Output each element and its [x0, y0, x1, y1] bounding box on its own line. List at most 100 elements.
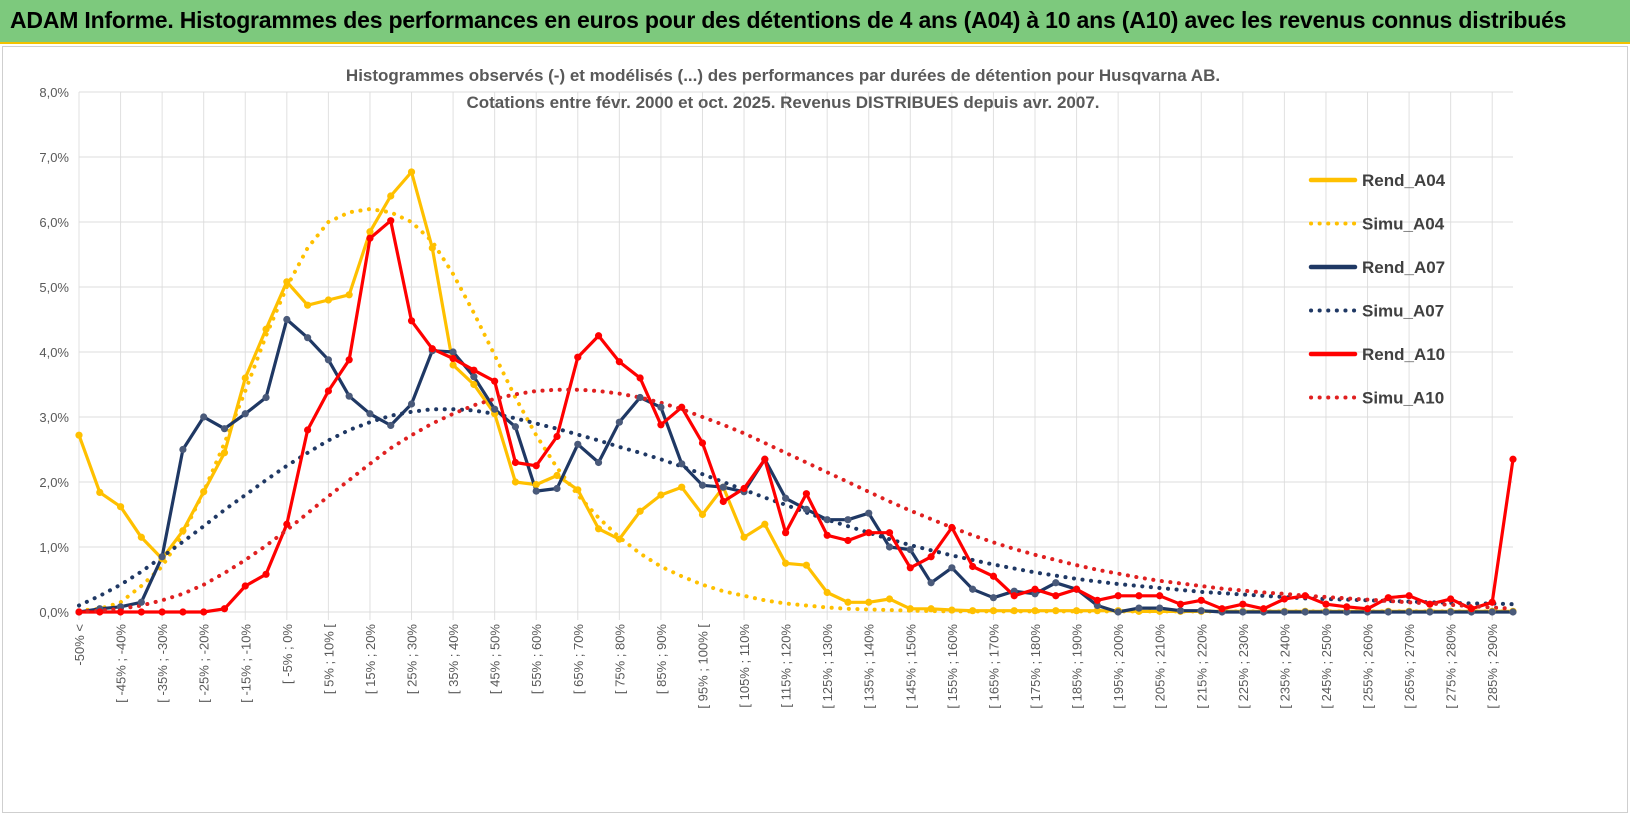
data-point-rend-a07: [1509, 608, 1517, 616]
x-tick-label: [ 115% ; 120%: [779, 624, 794, 708]
x-tick-label: [ 75% ; 80%: [612, 624, 627, 695]
data-point-rend-a07: [407, 400, 416, 408]
histogram-chart: Histogrammes observés (-) et modélisés (…: [39, 66, 1517, 709]
data-point-rend-a04: [532, 481, 540, 489]
series-lines: [77, 170, 1515, 614]
data-point-rend-a07: [698, 481, 707, 489]
data-point-rend-a10: [470, 366, 478, 374]
data-point-rend-a10: [1322, 600, 1330, 608]
x-tick-label: [ 265% ; 270%: [1402, 624, 1417, 709]
data-point-rend-a07: [179, 445, 187, 454]
data-point-rend-a10: [678, 403, 686, 411]
y-tick-label: 3,0%: [39, 410, 69, 425]
data-point-rend-a07: [636, 393, 644, 402]
data-point-rend-a07: [657, 403, 665, 411]
data-point-rend-a10: [1260, 605, 1268, 613]
data-point-rend-a07: [553, 484, 561, 493]
data-point-rend-a07: [1426, 608, 1434, 616]
y-tick-label: 2,0%: [39, 475, 69, 490]
data-point-rend-a04: [906, 605, 914, 613]
data-point-rend-a04: [615, 535, 623, 543]
legend-label: Simu_A04: [1362, 215, 1445, 234]
data-point-rend-a07: [1052, 579, 1060, 587]
data-point-rend-a10: [615, 358, 623, 366]
x-tick-label: [ 125% ; 130%: [820, 624, 835, 709]
data-point-rend-a10: [948, 523, 956, 532]
x-tick-label: [ 85% ; 90%: [654, 624, 669, 695]
y-tick-label: 1,0%: [39, 540, 69, 555]
data-point-rend-a07: [200, 413, 208, 421]
data-point-rend-a10: [1343, 603, 1351, 611]
x-tick-label: [ 55% ; 60%: [529, 624, 544, 695]
data-point-rend-a07: [1384, 608, 1392, 616]
y-tick-label: 0,0%: [39, 605, 69, 620]
x-tick-label: [ 185% ; 190%: [1070, 624, 1085, 709]
data-point-rend-a10: [532, 462, 540, 470]
data-point-rend-a10: [1156, 592, 1164, 600]
data-point-rend-a04: [802, 561, 810, 569]
data-point-rend-a10: [802, 490, 810, 498]
data-point-rend-a07: [1343, 608, 1351, 616]
data-point-rend-a07: [594, 458, 603, 467]
data-point-rend-a10: [200, 608, 208, 616]
data-point-rend-a04: [345, 291, 353, 299]
series-line-rend-a07: [77, 317, 1515, 614]
data-point-rend-a10: [823, 531, 831, 539]
report-title: ADAM Informe. Histogrammes des performan…: [10, 7, 1567, 33]
data-point-rend-a07: [1447, 608, 1455, 616]
data-point-rend-a10: [262, 570, 270, 578]
legend-label: Simu_A10: [1362, 389, 1444, 408]
chart-title-line: Histogrammes observés (-) et modélisés (…: [346, 66, 1220, 85]
axes: 0,0% 1,0% 2,0% 3,0% 4,0% 5,0% 6,0% 7,0% 8,0% -50%…: [39, 85, 1500, 709]
y-tick-label: 8,0%: [39, 85, 69, 100]
data-point-rend-a07: [865, 509, 873, 517]
x-tick-label: [ 235% ; 240%: [1277, 624, 1292, 709]
data-point-rend-a10: [927, 553, 935, 561]
data-point-rend-a10: [740, 484, 748, 493]
data-point-rend-a07: [1405, 608, 1413, 616]
data-point-rend-a10: [1363, 605, 1372, 613]
data-point-rend-a10: [1052, 592, 1060, 600]
x-tick-label: [ -45% ; -40%: [114, 624, 129, 703]
legend-label: Rend_A07: [1362, 258, 1445, 277]
data-point-rend-a04: [927, 605, 935, 613]
data-point-rend-a04: [470, 380, 478, 389]
data-point-rend-a07: [1239, 608, 1247, 616]
data-point-rend-a04: [407, 168, 416, 176]
chart-title: Histogrammes observés (-) et modélisés (…: [346, 66, 1220, 112]
data-point-rend-a10: [1114, 592, 1122, 600]
data-point-rend-a10: [366, 234, 374, 242]
x-tick-label: [ 95% ; 100% [: [695, 624, 710, 709]
data-point-rend-a04: [698, 510, 707, 519]
data-point-rend-a07: [906, 546, 914, 554]
data-point-rend-a10: [636, 374, 644, 382]
data-point-rend-a10: [1447, 595, 1455, 603]
data-point-rend-a07: [283, 315, 291, 324]
series-markers: [75, 168, 1517, 616]
data-point-rend-a10: [387, 217, 395, 225]
data-point-rend-a10: [1509, 455, 1517, 463]
legend-label: Rend_A04: [1362, 171, 1446, 190]
data-point-rend-a04: [179, 527, 187, 535]
data-point-rend-a10: [1405, 592, 1413, 600]
data-point-rend-a07: [1197, 607, 1205, 615]
data-point-rend-a10: [844, 536, 852, 545]
series-line-simu-a07: [77, 407, 1515, 608]
data-point-rend-a10: [407, 317, 416, 325]
data-point-rend-a04: [241, 374, 249, 382]
data-point-rend-a04: [96, 488, 104, 496]
data-point-rend-a07: [927, 579, 935, 587]
x-tick-label: [ 205% ; 210%: [1153, 624, 1168, 709]
data-point-rend-a10: [1031, 585, 1039, 593]
data-point-rend-a07: [262, 393, 270, 402]
data-point-rend-a10: [885, 529, 894, 537]
y-tick-label: 7,0%: [39, 150, 69, 165]
data-point-rend-a10: [449, 354, 457, 363]
data-point-rend-a07: [989, 594, 998, 602]
data-point-rend-a10: [782, 529, 790, 537]
data-point-rend-a10: [179, 608, 187, 616]
data-point-rend-a04: [636, 507, 644, 515]
data-point-rend-a10: [491, 377, 499, 385]
x-tick-label: [ 25% ; 30%: [405, 624, 420, 695]
data-point-rend-a10: [1239, 600, 1247, 608]
